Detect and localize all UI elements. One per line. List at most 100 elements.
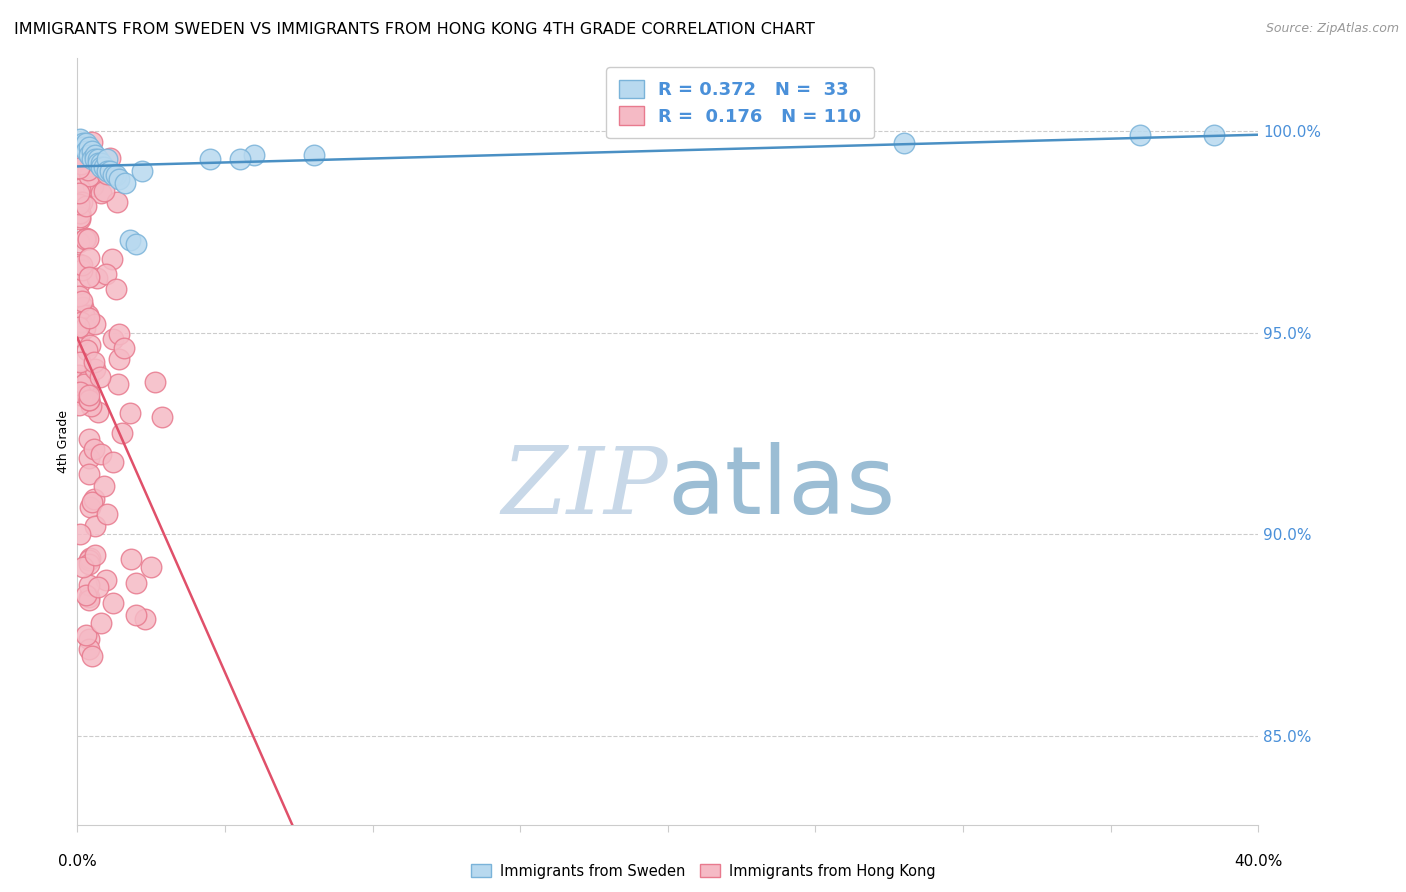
Point xyxy=(893,136,915,150)
Text: IMMIGRANTS FROM SWEDEN VS IMMIGRANTS FROM HONG KONG 4TH GRADE CORRELATION CHART: IMMIGRANTS FROM SWEDEN VS IMMIGRANTS FRO… xyxy=(14,22,815,37)
Point xyxy=(77,374,100,388)
Point xyxy=(72,140,94,154)
Point xyxy=(77,270,100,285)
Text: 0.0%: 0.0% xyxy=(58,855,97,869)
Point xyxy=(70,375,93,389)
Point xyxy=(77,557,100,571)
Point xyxy=(125,236,148,251)
Point xyxy=(73,308,96,322)
Point xyxy=(98,164,121,178)
Point xyxy=(107,326,129,341)
Point xyxy=(125,575,148,590)
Point xyxy=(67,161,90,176)
Point xyxy=(76,343,98,358)
Point xyxy=(77,311,100,326)
Point xyxy=(114,176,136,190)
Point xyxy=(77,593,100,607)
Point xyxy=(143,375,166,389)
Point xyxy=(94,573,117,587)
Point xyxy=(69,527,91,541)
Point xyxy=(75,386,97,401)
Point xyxy=(79,550,101,565)
Point xyxy=(107,172,129,186)
Point xyxy=(77,148,100,162)
Point xyxy=(150,409,173,424)
Point xyxy=(77,467,100,481)
Point xyxy=(77,432,100,446)
Point xyxy=(131,164,153,178)
Point xyxy=(105,194,128,209)
Point xyxy=(93,185,115,199)
Point xyxy=(77,578,100,592)
Point xyxy=(101,455,124,469)
Point xyxy=(86,270,108,285)
Point xyxy=(94,267,117,281)
Point xyxy=(84,148,107,162)
Point xyxy=(93,160,115,174)
Point xyxy=(77,590,100,604)
Y-axis label: 4th Grade: 4th Grade xyxy=(58,410,70,473)
Point xyxy=(69,211,91,225)
Point xyxy=(67,320,90,334)
Point xyxy=(84,317,107,331)
Point xyxy=(67,194,90,209)
Point xyxy=(75,231,97,245)
Point xyxy=(87,405,110,419)
Point xyxy=(84,362,107,376)
Point xyxy=(70,157,93,171)
Point xyxy=(134,612,156,626)
Point xyxy=(1129,128,1152,142)
Point xyxy=(96,167,118,181)
Point xyxy=(200,152,222,166)
Point xyxy=(77,232,100,246)
Point xyxy=(72,300,94,314)
Point xyxy=(83,492,105,507)
Point xyxy=(77,169,100,184)
Point xyxy=(77,388,100,402)
Point xyxy=(75,588,97,602)
Point xyxy=(112,341,135,355)
Point xyxy=(69,206,91,220)
Point xyxy=(77,450,100,465)
Point xyxy=(77,393,100,408)
Point xyxy=(69,182,91,196)
Point xyxy=(83,354,105,368)
Point xyxy=(70,194,93,209)
Point xyxy=(77,552,100,566)
Point xyxy=(243,148,266,162)
Point xyxy=(83,519,105,533)
Point xyxy=(70,262,93,277)
Point xyxy=(69,132,91,146)
Point xyxy=(90,616,112,631)
Point xyxy=(111,426,132,441)
Point xyxy=(67,277,90,291)
Point xyxy=(228,152,252,166)
Point xyxy=(82,648,104,663)
Point xyxy=(75,231,97,245)
Point xyxy=(69,212,91,227)
Point xyxy=(77,641,100,656)
Point xyxy=(96,164,118,178)
Point xyxy=(69,355,91,369)
Point xyxy=(67,186,90,200)
Point xyxy=(90,156,112,170)
Point xyxy=(96,507,118,521)
Point xyxy=(67,329,90,343)
Point xyxy=(105,282,128,296)
Point xyxy=(93,479,115,493)
Point xyxy=(77,385,100,400)
Point xyxy=(84,152,107,166)
Point xyxy=(89,369,111,384)
Point xyxy=(101,252,124,267)
Point xyxy=(77,309,100,323)
Point xyxy=(90,186,112,200)
Point xyxy=(84,548,107,562)
Point xyxy=(70,258,93,272)
Point xyxy=(75,199,97,213)
Text: atlas: atlas xyxy=(668,442,896,533)
Point xyxy=(87,152,110,166)
Point xyxy=(120,551,142,566)
Point xyxy=(70,293,93,308)
Point xyxy=(75,136,97,150)
Point xyxy=(72,559,94,574)
